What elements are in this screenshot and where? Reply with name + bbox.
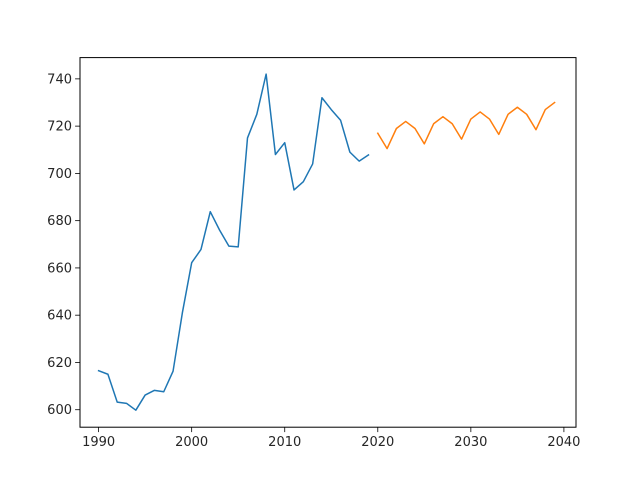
- x-tick-label: 2000: [175, 435, 208, 450]
- y-tick-label: 600: [47, 403, 72, 418]
- axis-layer: 1990 2000 2010 2020 2030 2040 600 620 640 660 680 7…: [47, 72, 580, 450]
- plot-background: [80, 57, 576, 428]
- y-tick-label: 700: [47, 167, 72, 182]
- y-tick-label: 640: [47, 309, 72, 324]
- series-line-1: [97, 73, 370, 411]
- y-tick-label: 680: [47, 214, 72, 229]
- y-tick-label: 740: [47, 72, 72, 87]
- x-tick-label: 2010: [268, 435, 301, 450]
- series-layer: [97, 73, 556, 411]
- x-tick-label: 2030: [454, 435, 487, 450]
- y-tick-label: 660: [47, 261, 72, 276]
- x-tick-label: 2040: [547, 435, 580, 450]
- y-tick-label: 620: [47, 356, 72, 371]
- y-tick-label: 720: [47, 120, 72, 135]
- x-tick-label: 2020: [361, 435, 394, 450]
- series-line-2: [376, 101, 556, 150]
- plot-frame: [79, 57, 577, 428]
- x-tick-label: 1990: [82, 435, 115, 450]
